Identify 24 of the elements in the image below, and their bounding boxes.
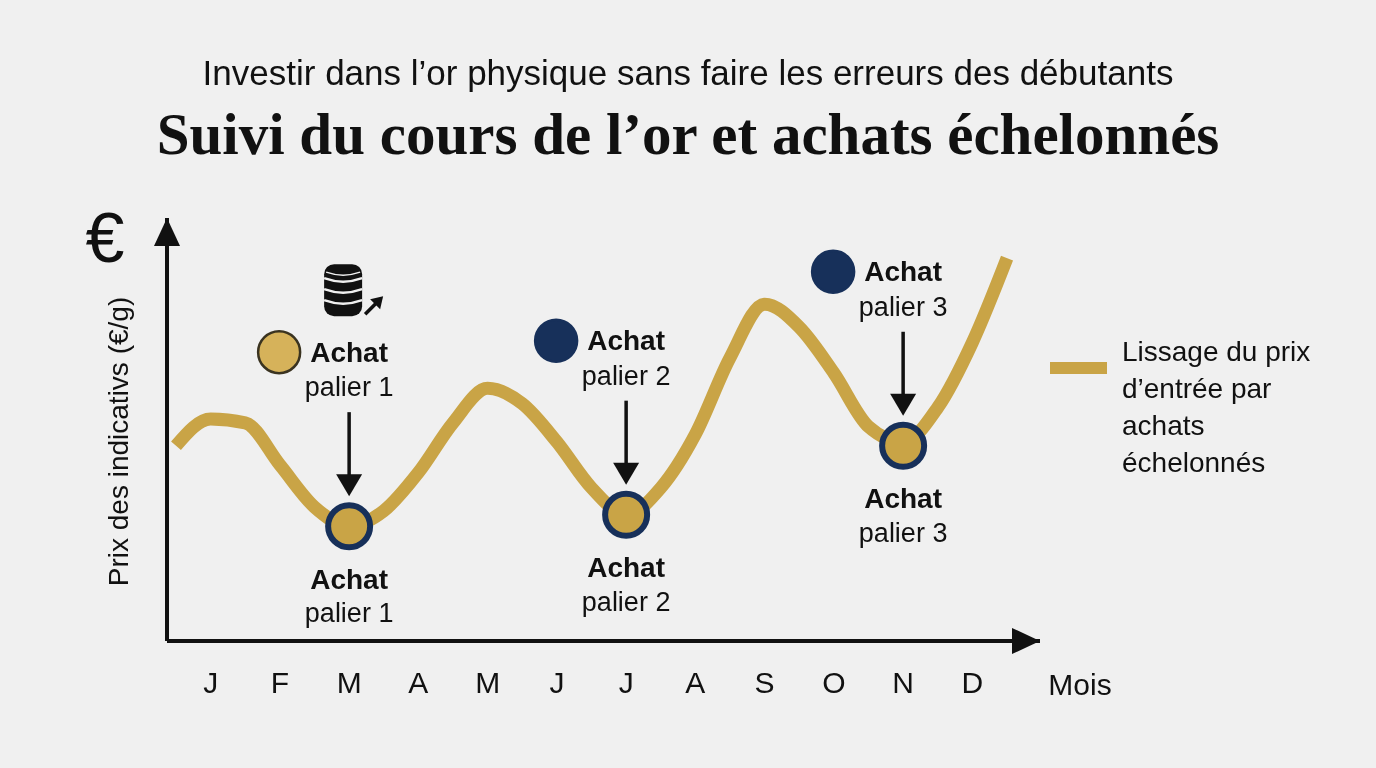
x-tick-label: A [408,666,429,700]
legend-label: Lissage du prix d’entrée par achats échelonnés [1122,335,1312,480]
x-tick-label: M [336,666,362,700]
x-tick-label: D [961,666,984,700]
x-axis-title: Mois [1048,667,1112,701]
chart-subtitle: Investir dans l’or physique sans faire les erreurs des débutants [201,52,1175,94]
chart-title: Suivi du cours de l’or et achats échelonnés [155,100,1221,168]
x-tick-label: A [685,666,706,700]
annotation: Achat palier 2 [581,552,671,617]
y-axis-title: Prix des indicativs (€/g) [102,296,134,587]
x-tick-label: N [892,666,914,700]
annotation: Achat palier 1 [304,563,394,629]
x-tick-label: J [203,666,219,700]
x-tick-label: F [270,666,290,700]
x-tick-label: S [754,666,775,700]
x-tick-label: J [618,666,634,700]
text: € [85,199,125,277]
x-tick-label: J [549,666,565,700]
annotation: Achat palier 2 [581,325,671,391]
annotation: Achat palier 3 [858,256,948,322]
annotation: Achat palier 1 [304,336,394,403]
x-tick-label: M [475,666,501,700]
annotation: Achat palier 3 [858,483,948,548]
x-tick-label: O [822,666,846,700]
